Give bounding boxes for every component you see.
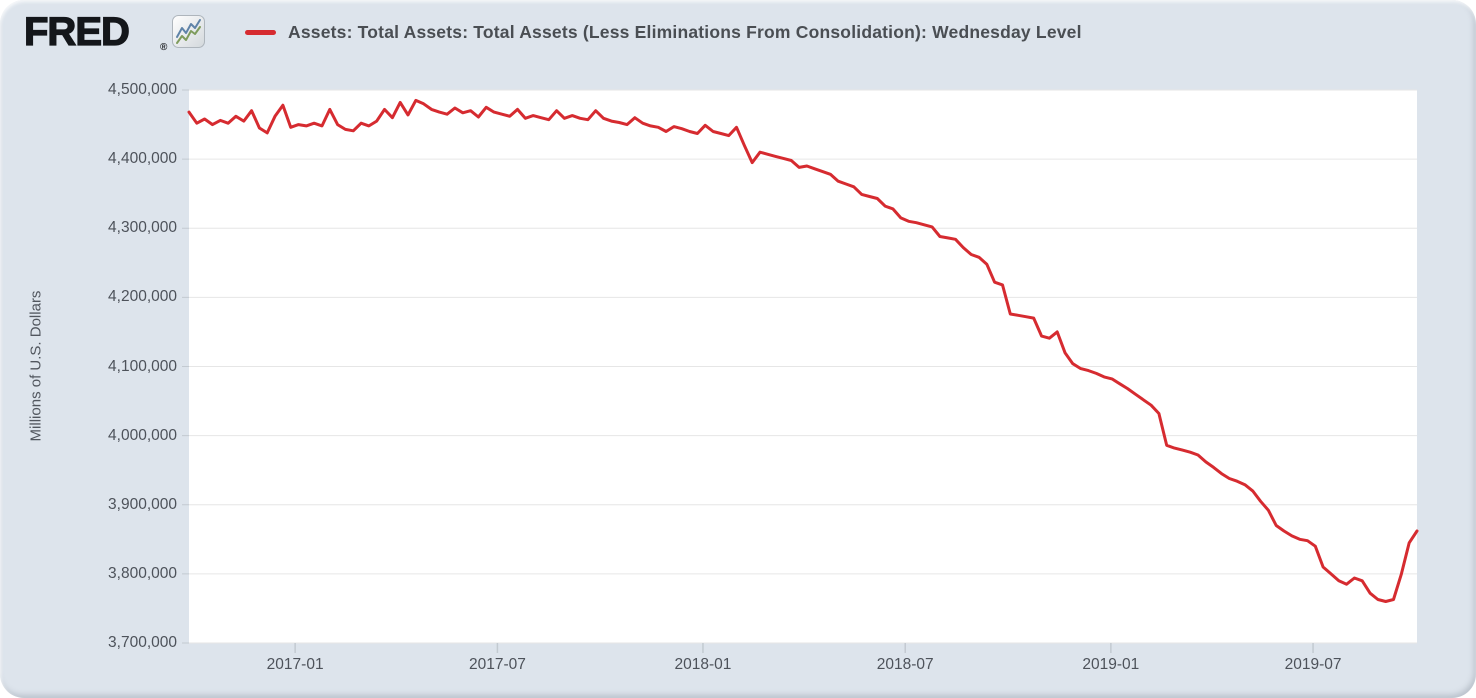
fred-logo: FRED	[23, 9, 130, 54]
series-legend-dash	[245, 29, 276, 35]
x-tick-label: 2017-07	[468, 656, 526, 673]
y-tick-label: 3,900,000	[108, 495, 177, 513]
registered-trademark: ®	[160, 42, 168, 53]
series-title: Assets: Total Assets: Total Assets (Less…	[288, 21, 1082, 42]
y-tick-label: 3,800,000	[108, 564, 177, 582]
chart-legend: Assets: Total Assets: Total Assets (Less…	[245, 0, 1082, 64]
fred-logo-chart-icon	[172, 15, 205, 48]
line-chart-svg	[182, 89, 1419, 653]
y-tick-label: 4,300,000	[108, 219, 177, 237]
y-tick-label: 4,000,000	[108, 426, 177, 444]
x-tick-label: 2019-01	[1082, 656, 1140, 673]
x-tick-label: 2018-07	[876, 656, 934, 673]
data-series-line	[187, 98, 1419, 603]
y-tick-label: 4,500,000	[108, 81, 177, 98]
x-tick-label: 2017-01	[266, 656, 324, 673]
x-tick-label: 2019-07	[1284, 656, 1342, 673]
plot-area[interactable]	[182, 89, 1419, 653]
x-tick-label: 2018-01	[674, 656, 732, 673]
y-tick-label: 4,400,000	[108, 150, 177, 168]
y-tick-label: 3,700,000	[108, 634, 177, 651]
y-tick-label: 4,100,000	[108, 357, 177, 375]
y-tick-label: 4,200,000	[108, 288, 177, 306]
